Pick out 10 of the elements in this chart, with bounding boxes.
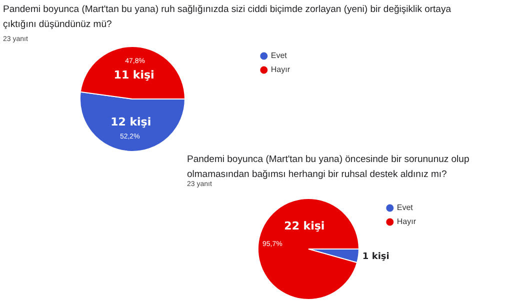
legend-label: Hayır: [270, 65, 290, 74]
data-label: 22 kişi: [284, 219, 325, 232]
chart-title: Pandemi boyunca (Mart'tan bu yana) ruh sağlığınızda sizi ciddi biçimde zorlayan (yeni) bir değişiklik ortaya çıktığını düşündünüz mü?: [3, 3, 452, 32]
legend-label: Evet: [396, 203, 414, 212]
data-label: 12 kişi: [110, 115, 152, 128]
data-label: 11 kişi: [114, 68, 154, 82]
chart-title: Pandemi boyunca (Mart'tan bu yana) öncesinde bir sorununuz olup olmamasından bağımsı herhangi bir ruhsal destek aldınız mı?: [187, 153, 470, 181]
legend-label: Evet: [270, 51, 288, 60]
legend-label: Hayır: [396, 217, 416, 226]
data-label: 1 kişi: [362, 252, 390, 262]
